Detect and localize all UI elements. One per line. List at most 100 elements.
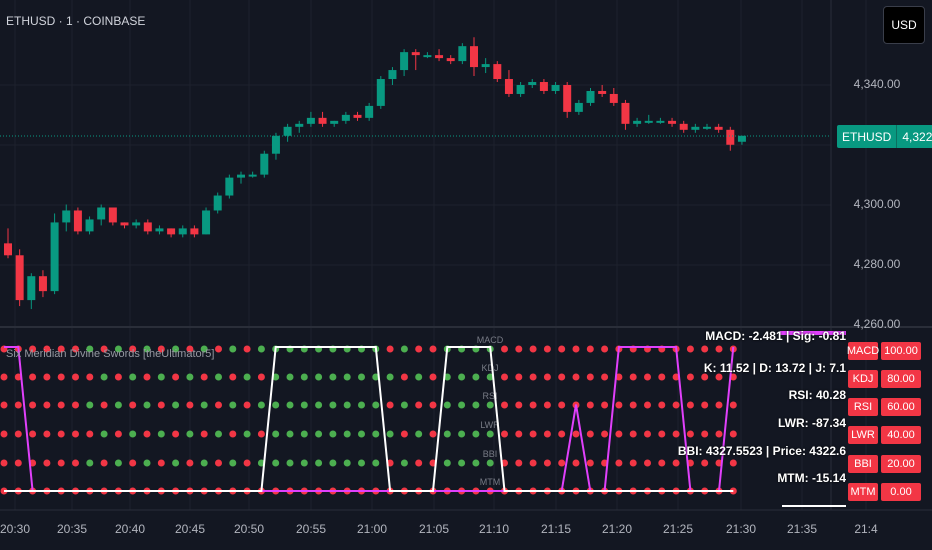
signal-dot xyxy=(429,430,437,438)
signal-dot xyxy=(14,459,22,467)
signal-dot xyxy=(300,401,308,409)
signal-dot xyxy=(358,459,365,467)
candle xyxy=(400,49,409,77)
signal-dot xyxy=(57,430,65,438)
candle-body xyxy=(656,120,665,123)
signal-dot xyxy=(501,401,508,409)
signal-dot xyxy=(458,373,466,381)
candle-body xyxy=(330,120,339,124)
signal-dot xyxy=(200,459,208,467)
signal-dot xyxy=(672,459,680,467)
signal-dot xyxy=(443,459,451,467)
candle xyxy=(73,207,82,235)
candle-body xyxy=(97,207,106,220)
signal-dot xyxy=(215,345,222,353)
candle-body xyxy=(481,64,490,68)
signal-dot xyxy=(686,345,694,353)
signal-dot xyxy=(29,373,37,381)
signal-dot xyxy=(43,401,51,409)
signal-dot xyxy=(257,430,265,438)
signal-dot xyxy=(458,401,466,409)
legend-value-kdj: 80.00 xyxy=(881,370,921,388)
signal-dot xyxy=(200,345,208,353)
signal-dot xyxy=(458,430,466,438)
time-axis: 20:30 20:35 20:40 20:45 20:50 20:55 21:00 21:05… xyxy=(0,522,878,536)
candle xyxy=(551,82,560,94)
signal-dot xyxy=(501,345,508,353)
currency-button[interactable]: USD xyxy=(883,6,925,44)
last-price-label: ETHUSD 4,322.66 xyxy=(837,125,932,148)
candle-body xyxy=(73,210,82,232)
candle-body xyxy=(609,93,618,103)
signal-dot xyxy=(186,430,194,438)
candle-body xyxy=(318,117,327,124)
candlestick-series xyxy=(4,37,746,310)
candle xyxy=(435,49,444,62)
signal-dot xyxy=(29,401,37,409)
candle-body xyxy=(155,228,164,232)
signal-dot xyxy=(400,345,408,353)
indicator-title[interactable]: Six Meridian Divine Swords [theUltimator… xyxy=(6,348,215,360)
candle xyxy=(330,120,339,127)
signal-dot xyxy=(129,459,137,467)
signal-dot xyxy=(400,430,408,438)
signal-dot xyxy=(243,373,251,381)
candle-body xyxy=(4,243,12,256)
signal-dot xyxy=(329,373,337,381)
signal-dot xyxy=(343,373,351,381)
signal-dot xyxy=(272,401,280,409)
signal-dot xyxy=(272,430,280,438)
signal-dot xyxy=(358,373,365,381)
signal-dot xyxy=(543,345,551,353)
candle xyxy=(237,171,245,184)
signal-dot xyxy=(515,459,523,467)
signal-dot xyxy=(100,401,108,409)
signal-dot xyxy=(343,430,351,438)
signal-dot xyxy=(558,373,566,381)
candle-body xyxy=(306,117,315,124)
candle-body xyxy=(737,135,746,142)
signal-dot xyxy=(343,459,351,467)
candle-body xyxy=(644,120,653,123)
candle xyxy=(155,225,164,235)
candle xyxy=(120,222,129,229)
signal-dot xyxy=(157,459,165,467)
signal-dot xyxy=(429,373,437,381)
candle-body xyxy=(691,126,700,130)
signal-dot xyxy=(715,373,723,381)
signal-dot xyxy=(229,345,237,353)
signal-dot xyxy=(615,459,623,467)
signal-dot xyxy=(429,345,437,353)
symbol-title[interactable]: ETHUSD · 1 · COINBASE xyxy=(6,14,146,28)
signal-dot xyxy=(72,373,79,381)
legend-value-mtm: 0.00 xyxy=(881,483,921,501)
candle-body xyxy=(120,222,129,226)
signal-dot xyxy=(558,345,566,353)
candle xyxy=(15,249,24,307)
candle xyxy=(516,82,525,97)
signal-dot xyxy=(143,401,151,409)
candle-body xyxy=(504,79,513,94)
signal-dot xyxy=(86,401,94,409)
signal-dot xyxy=(443,430,451,438)
candle xyxy=(504,70,513,97)
candle-body xyxy=(143,222,152,232)
time-label: 21:20 xyxy=(602,522,632,536)
candle-body xyxy=(283,126,292,136)
last-price-symbol: ETHUSD xyxy=(837,125,897,148)
signal-dot xyxy=(415,430,423,438)
signal-dot xyxy=(386,401,394,409)
kdj-info: K: 11.52 | D: 13.72 | J: 7.1 xyxy=(703,361,846,375)
time-label: 20:35 xyxy=(57,522,87,536)
candle xyxy=(563,82,572,118)
signal-dot xyxy=(86,373,94,381)
signal-dot xyxy=(515,401,523,409)
legend-name-rsi: RSI xyxy=(848,398,878,416)
candle xyxy=(225,174,234,199)
candle xyxy=(621,99,630,130)
candle xyxy=(458,43,467,65)
mtm-info: MTM: -15.14 xyxy=(777,471,846,485)
candle xyxy=(574,99,583,115)
candle-body xyxy=(446,58,455,62)
